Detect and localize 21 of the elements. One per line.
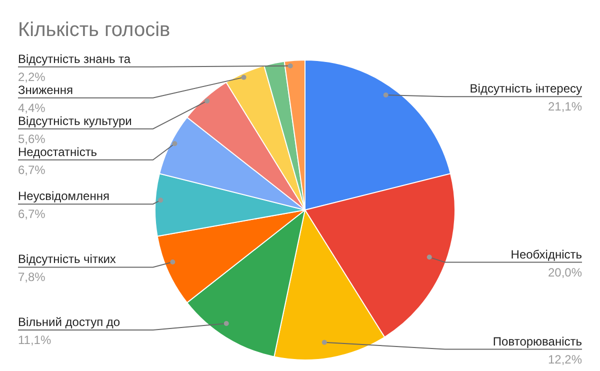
data-label: 2,2% — [18, 70, 46, 84]
slice-label: Недостатність — [18, 144, 98, 159]
slice-label: Необхідність — [510, 247, 582, 262]
data-label: 20,0% — [548, 265, 582, 280]
slice-label: Відсутність знань та — [18, 52, 131, 66]
slice-label: Повторюваність — [492, 334, 582, 348]
data-label: 11,1% — [18, 333, 52, 348]
slice-label: Відсутність інтересу — [470, 82, 582, 96]
data-label: 12,2% — [548, 352, 582, 366]
data-label: 7,8% — [18, 270, 46, 284]
slice-label: Неусвідомлення — [18, 189, 110, 204]
chart-title: Кількість голосів — [18, 19, 170, 41]
data-label: 4,4% — [18, 100, 46, 115]
slice-label: Відсутність чітких — [18, 252, 116, 266]
slice-label: Вільний доступ до — [18, 315, 120, 330]
data-label: 6,7% — [18, 162, 46, 177]
data-label: 21,1% — [548, 100, 582, 114]
data-label: 6,7% — [18, 207, 46, 222]
data-label: 5,6% — [18, 132, 46, 146]
slice-label: Відсутність культури — [18, 114, 132, 128]
slice-label: Зниження — [18, 82, 74, 97]
